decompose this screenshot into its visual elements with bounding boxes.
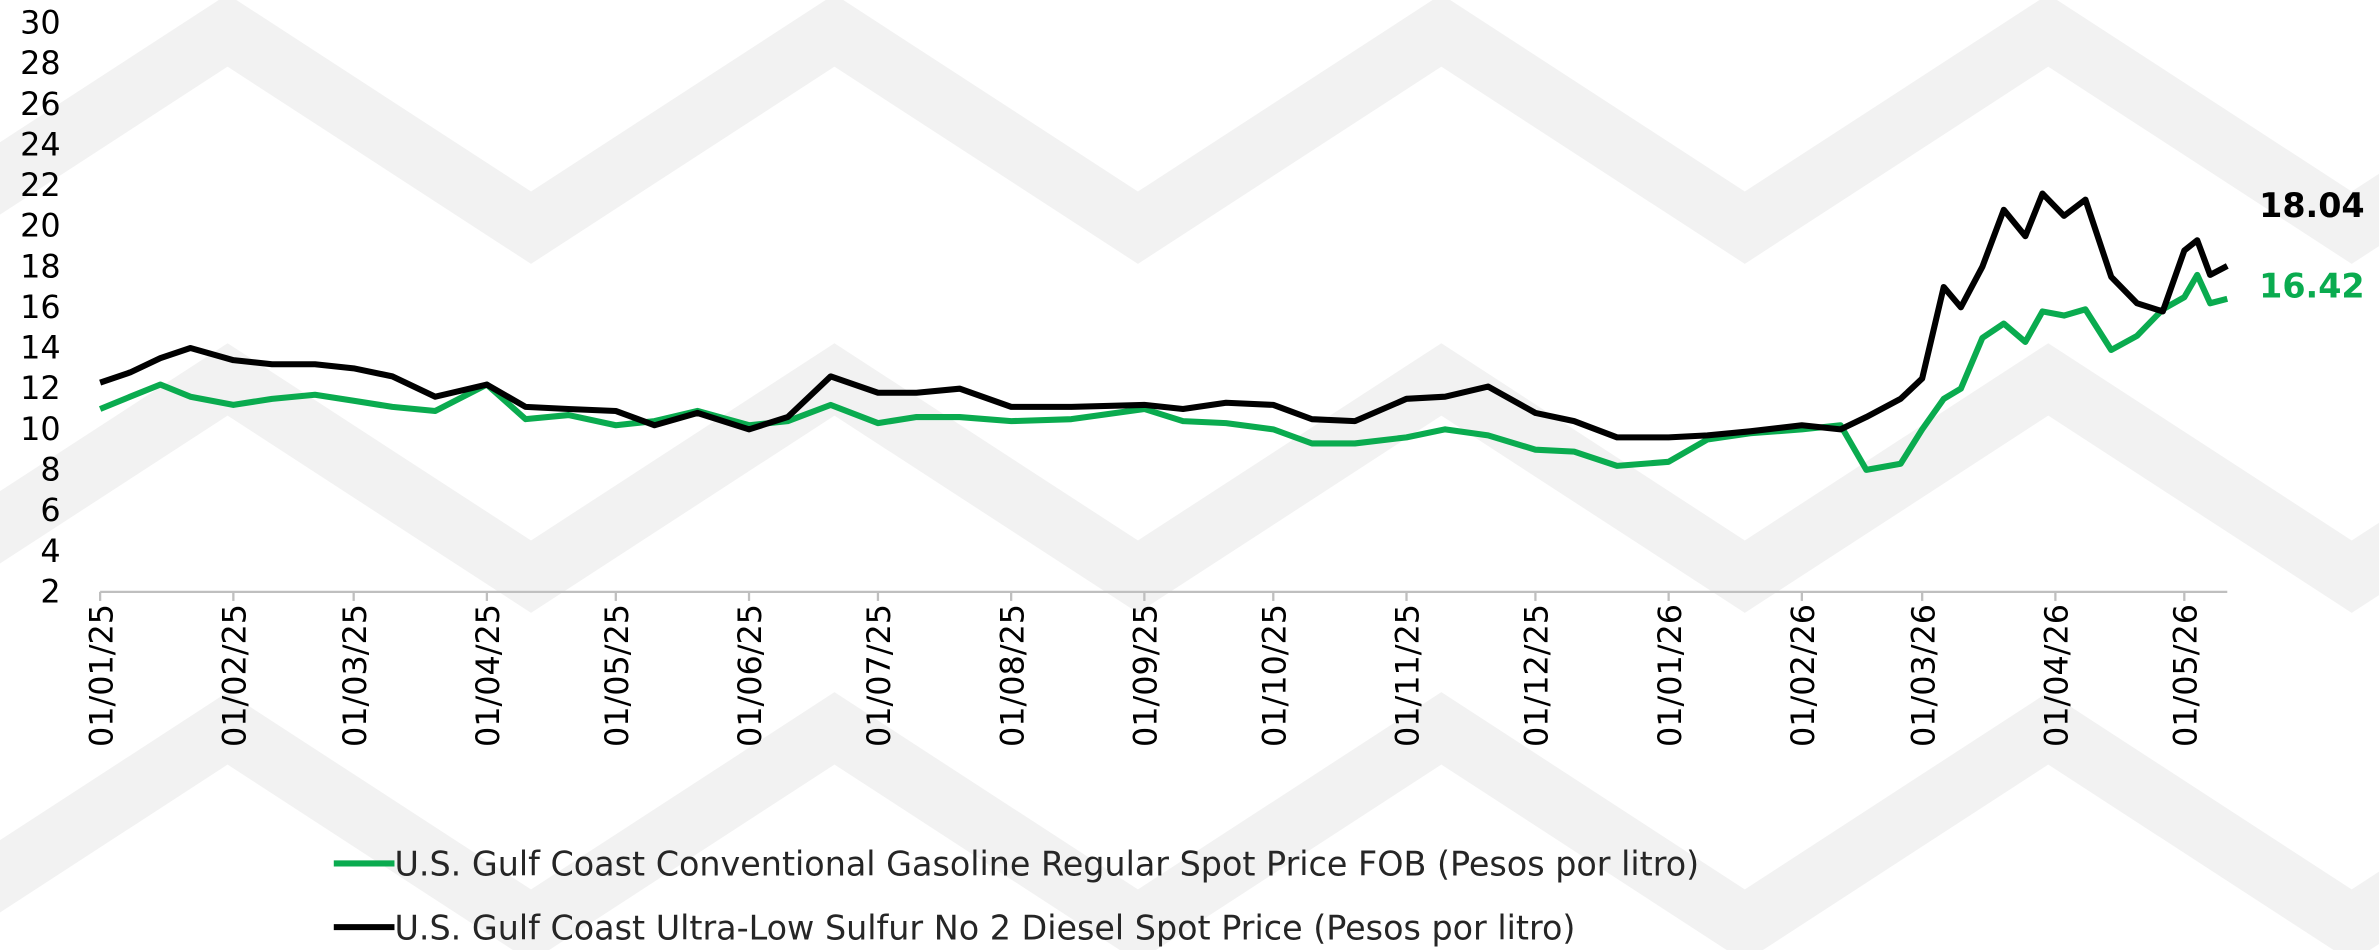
x-tick-label: 01/02/26	[1784, 604, 1822, 747]
x-tick-label: 01/09/25	[1127, 604, 1165, 747]
y-tick-label: 6	[40, 491, 60, 529]
x-tick-label: 01/02/25	[215, 604, 253, 747]
x-tick-label: 01/10/25	[1255, 604, 1293, 747]
y-tick-label: 28	[20, 44, 61, 82]
x-tick-label: 01/04/26	[2038, 604, 2076, 747]
x-tick-label: 01/01/26	[1651, 604, 1689, 747]
x-tick-label: 01/04/25	[469, 604, 507, 747]
y-tick-label: 22	[20, 166, 61, 204]
y-tick-label: 26	[20, 85, 61, 123]
end-value-label: 16.42	[2259, 266, 2365, 305]
x-tick-label: 01/12/25	[1518, 604, 1556, 747]
x-tick-label: 01/05/26	[2166, 604, 2204, 747]
legend-label: U.S. Gulf Coast Ultra-Low Sulfur No 2 Di…	[394, 908, 1575, 947]
series-line	[98, 271, 2229, 473]
y-tick-label: 12	[20, 369, 61, 407]
y-tick-label: 30	[20, 3, 61, 41]
x-tick-label: 01/03/26	[1904, 604, 1942, 747]
y-tick-label: 24	[20, 125, 61, 163]
y-tick-label: 18	[20, 247, 61, 285]
y-tick-label: 2	[40, 572, 60, 610]
x-tick-label: 01/06/25	[731, 604, 769, 747]
x-tick-label: 01/08/25	[993, 604, 1031, 747]
y-tick-label: 8	[40, 451, 60, 489]
x-tick-label: 01/05/25	[598, 604, 636, 747]
y-tick-label: 10	[20, 410, 61, 448]
y-tick-label: 4	[40, 532, 60, 570]
x-tick-label: 01/01/25	[82, 604, 120, 747]
series-line	[99, 190, 2229, 441]
end-value-label: 18.04	[2259, 186, 2365, 225]
y-tick-label: 20	[20, 207, 61, 245]
x-tick-label: 01/07/25	[860, 604, 898, 747]
legend-label: U.S. Gulf Coast Conventional Gasoline Re…	[394, 845, 1699, 884]
x-tick-label: 01/03/25	[336, 604, 374, 747]
y-tick-label: 14	[20, 329, 61, 367]
y-tick-label: 16	[20, 288, 61, 326]
x-tick-label: 01/11/25	[1389, 604, 1427, 747]
